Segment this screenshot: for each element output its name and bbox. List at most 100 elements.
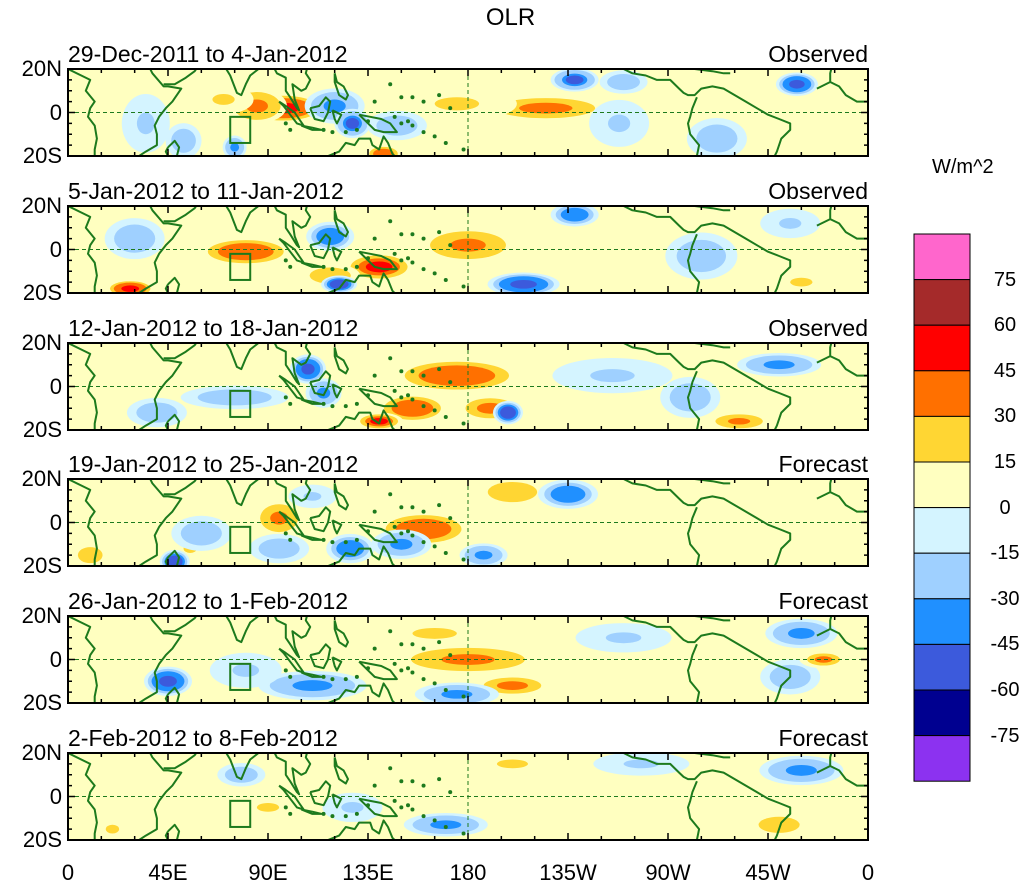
anomaly-contour xyxy=(83,550,97,560)
anomaly-contour xyxy=(789,79,805,89)
anomaly-contour xyxy=(474,550,493,560)
island xyxy=(437,503,442,508)
colorbar-label: -75 xyxy=(990,724,1020,747)
coastline xyxy=(331,793,343,809)
coastline xyxy=(623,479,792,566)
anomaly-contour xyxy=(345,117,360,129)
coastline xyxy=(623,206,792,293)
coastline xyxy=(816,206,833,227)
island xyxy=(321,401,326,406)
island xyxy=(321,127,326,132)
coastlines xyxy=(68,206,868,293)
anomaly-contour xyxy=(496,681,528,690)
anomaly-contour xyxy=(768,820,791,830)
coastline xyxy=(358,250,398,271)
colorbar-swatch xyxy=(913,689,971,737)
island xyxy=(410,95,415,100)
panel-kind-label: Observed xyxy=(768,315,868,341)
island xyxy=(354,811,359,816)
island xyxy=(410,779,415,784)
island xyxy=(461,557,466,562)
island xyxy=(343,404,348,409)
coastline xyxy=(138,343,183,430)
island xyxy=(421,677,426,682)
anomaly-contour xyxy=(121,285,140,292)
coastline xyxy=(138,753,183,840)
lat-tick-label: 20N xyxy=(21,193,62,218)
anomaly-contour xyxy=(502,408,514,417)
region-box xyxy=(229,525,252,554)
coastline xyxy=(331,246,343,262)
island xyxy=(388,492,393,497)
island xyxy=(366,256,370,261)
anomaly-contour xyxy=(390,538,413,550)
island xyxy=(443,687,448,692)
island xyxy=(448,243,453,248)
island xyxy=(432,134,437,139)
island xyxy=(399,395,404,400)
coastline xyxy=(829,218,868,240)
island xyxy=(410,642,415,647)
anomaly-contour xyxy=(728,418,751,425)
anomaly-contour xyxy=(556,488,580,500)
anomaly-contour xyxy=(688,247,715,265)
island xyxy=(421,540,426,545)
coastline xyxy=(164,686,181,703)
lon-tick-label: 45W xyxy=(745,860,791,885)
island xyxy=(399,668,404,673)
island xyxy=(443,550,448,555)
island xyxy=(343,540,348,545)
coastline xyxy=(300,534,323,541)
island xyxy=(354,537,359,542)
anomaly-contour xyxy=(763,360,795,370)
anomaly-contour xyxy=(136,112,155,135)
colorbar-swatch xyxy=(913,507,971,554)
coastline xyxy=(324,409,397,430)
lat-tick-label: 20S xyxy=(22,280,62,305)
coastline xyxy=(309,780,332,807)
coastline xyxy=(331,519,343,535)
island xyxy=(421,509,426,514)
lat-tick-label: 0 xyxy=(49,373,62,399)
anomaly-contour xyxy=(679,389,702,405)
region-box xyxy=(229,799,252,828)
panel-date-range: 2-Feb-2012 to 8-Feb-2012 xyxy=(68,725,338,751)
island xyxy=(406,256,410,261)
coastline xyxy=(331,109,343,125)
island xyxy=(366,803,370,808)
anomaly-contour xyxy=(519,102,573,114)
map-panel xyxy=(67,68,869,157)
island xyxy=(421,373,426,378)
coastline xyxy=(164,413,181,430)
colorbar-units: W/m^2 xyxy=(932,156,994,178)
coastline xyxy=(138,616,183,703)
anomaly-contour xyxy=(385,120,408,131)
island xyxy=(343,814,348,819)
anomaly-contour xyxy=(399,402,426,414)
colorbar-label: -30 xyxy=(990,587,1020,610)
coastline xyxy=(163,616,198,633)
coastline xyxy=(300,398,323,405)
coastline xyxy=(324,272,397,293)
island xyxy=(432,271,437,276)
colorbar-swatch xyxy=(913,552,971,600)
map-panel xyxy=(67,615,869,704)
region-box xyxy=(229,252,252,281)
island xyxy=(354,401,359,406)
island xyxy=(321,674,326,679)
island xyxy=(410,670,415,675)
lon-tick-label: 135W xyxy=(539,860,597,885)
anomaly-contour xyxy=(430,820,462,830)
island xyxy=(443,414,448,419)
coastline xyxy=(309,233,332,260)
island xyxy=(321,811,326,816)
island xyxy=(366,393,370,398)
colorbar-label: -60 xyxy=(990,679,1020,701)
anomaly-contour xyxy=(510,279,537,289)
island xyxy=(399,95,404,100)
anomaly-contour xyxy=(412,627,457,639)
anomaly-contour xyxy=(779,217,802,229)
coastline xyxy=(816,69,833,90)
colorbar-swatch xyxy=(913,233,971,281)
